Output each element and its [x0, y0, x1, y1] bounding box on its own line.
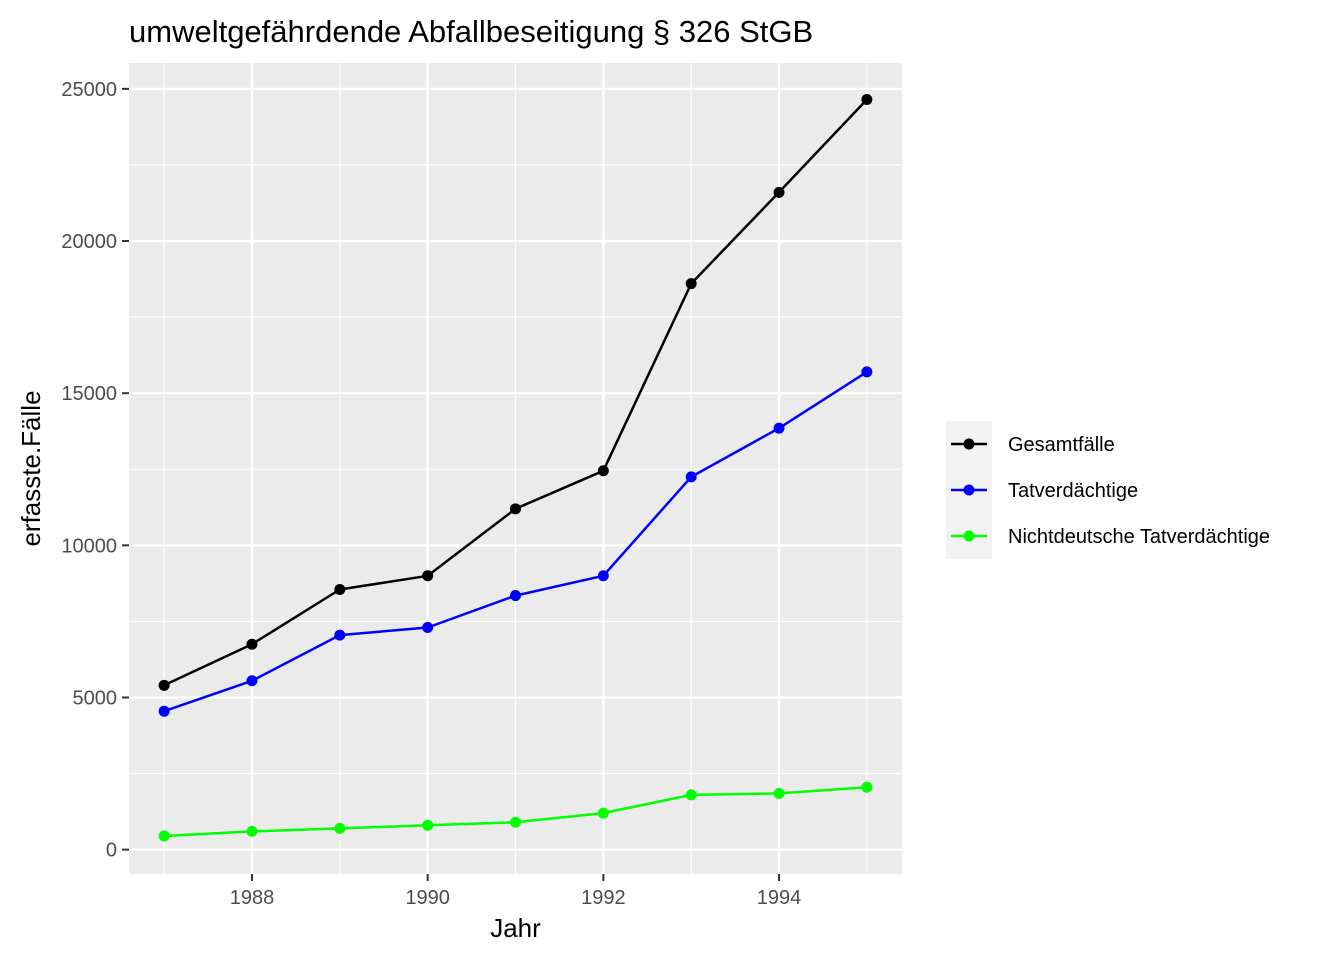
- chart-title: umweltgefährdende Abfallbeseitigung § 32…: [129, 14, 813, 49]
- data-point: [510, 816, 521, 828]
- x-axis-title: Jahr: [490, 913, 541, 943]
- legend-label: Tatverdächtige: [1008, 480, 1138, 502]
- axes: 0 5000 10000 15000 20000 25000 1988 1990 1992 199…: [61, 79, 801, 909]
- series: [158, 94, 873, 842]
- data-point: [334, 583, 346, 595]
- data-point: [861, 781, 873, 793]
- data-point: [246, 825, 258, 837]
- legend: Gesamtfälle Tatverdächtige Nichtdeutsche T…: [946, 421, 1270, 559]
- data-point: [158, 679, 170, 691]
- y-tick-label: 0: [106, 840, 117, 862]
- y-axis-title: erfasste.Fälle: [16, 390, 46, 546]
- data-point: [597, 807, 609, 819]
- data-point: [158, 705, 170, 717]
- data-point: [158, 830, 170, 842]
- x-tick-label: 1988: [230, 887, 275, 909]
- data-point: [597, 570, 609, 582]
- data-point: [685, 471, 697, 483]
- y-tick-label: 15000: [61, 383, 117, 405]
- x-tick-label: 1992: [581, 887, 626, 909]
- legend-label: Nichtdeutsche Tatverdächtige: [1008, 526, 1270, 548]
- grid: [129, 63, 902, 874]
- y-tick-label: 5000: [73, 687, 118, 709]
- y-tick-label: 10000: [61, 535, 117, 557]
- data-point: [422, 570, 434, 582]
- legend-key-point: [963, 438, 975, 450]
- y-tick-label: 20000: [61, 231, 117, 253]
- data-point: [773, 186, 785, 198]
- data-point: [422, 819, 434, 831]
- x-tick-label: 1990: [405, 887, 450, 909]
- data-point: [334, 822, 346, 834]
- data-point: [597, 465, 609, 477]
- y-tick-label: 25000: [61, 79, 117, 101]
- data-point: [685, 278, 697, 290]
- legend-label: Gesamtfälle: [1008, 434, 1115, 456]
- data-point: [510, 590, 521, 602]
- data-point: [334, 629, 346, 641]
- data-point: [246, 638, 258, 650]
- data-point: [861, 94, 873, 106]
- data-point: [510, 503, 521, 515]
- data-point: [685, 789, 697, 801]
- data-point: [861, 366, 873, 378]
- data-point: [773, 787, 785, 799]
- legend-key-point: [963, 530, 975, 542]
- data-point: [422, 622, 434, 634]
- data-point: [246, 675, 258, 687]
- legend-key-point: [963, 484, 975, 496]
- data-point: [773, 422, 785, 434]
- x-tick-label: 1994: [757, 887, 802, 909]
